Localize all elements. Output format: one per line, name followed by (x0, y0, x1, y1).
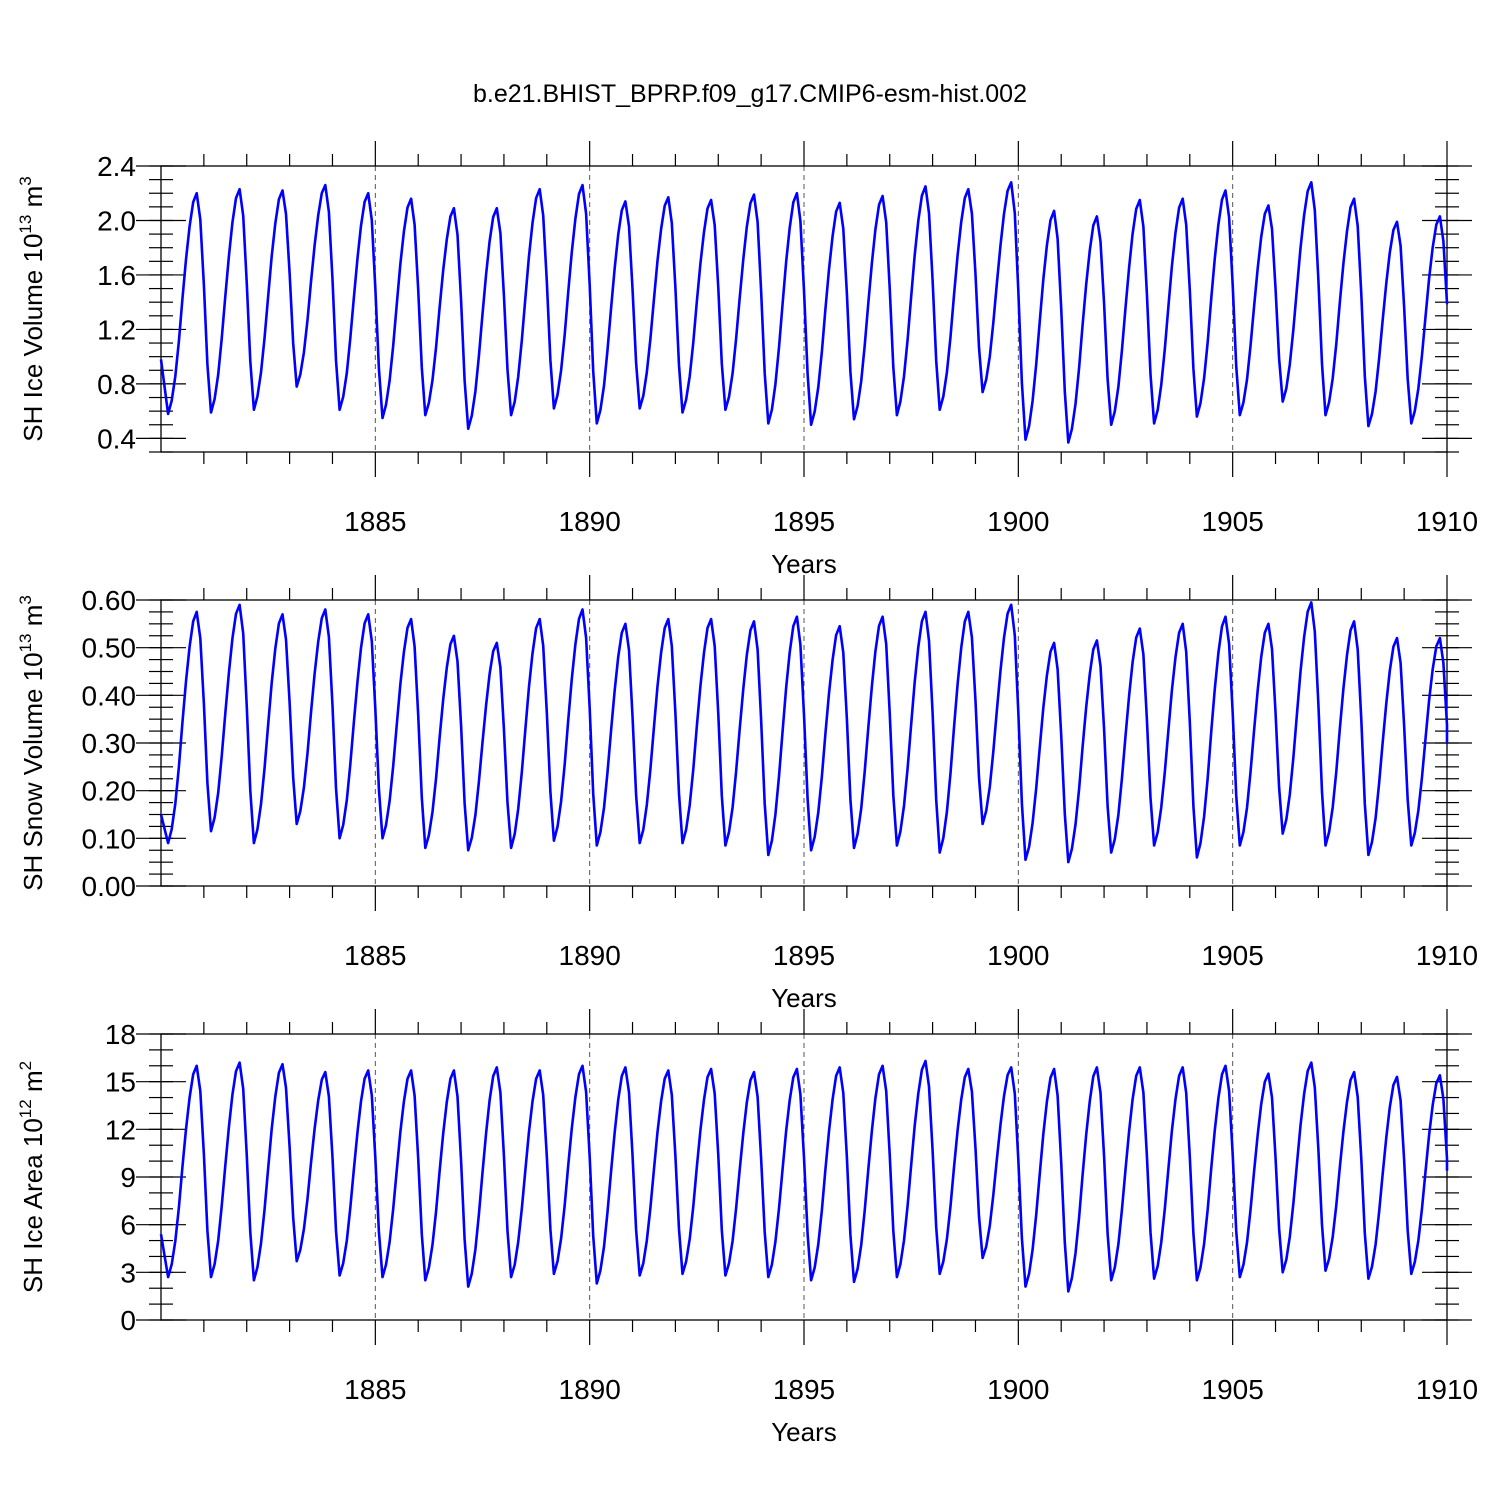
y-tick-label: 15 (105, 1067, 136, 1098)
series-line-sh-ice-volume (159, 181, 1449, 444)
x-tick-label: 1895 (773, 506, 835, 537)
panel-sh-ice-area: 0 3 6 9 12 15 18 1885 1890 1895 1900 1905 1910 Years S… (16, 1009, 1478, 1447)
series-line-sh-snow-volume (159, 601, 1449, 864)
y-tick-label: 0.50 (82, 633, 137, 664)
panel-sh-snow-volume: 0.00 0.10 0.20 0.30 0.40 0.50 0.60 1885 1890 1895… (16, 575, 1478, 1013)
y-tick-label: 0.60 (82, 585, 137, 616)
x-tick-label: 1900 (987, 506, 1049, 537)
y-tick-label: 18 (105, 1019, 136, 1050)
x-tick-label: 1890 (559, 506, 621, 537)
y-tick-label: 2.0 (97, 205, 136, 236)
x-tick-label: 1910 (1416, 506, 1478, 537)
y-axis-label: SH Ice Area 1012 m2 (16, 1061, 48, 1293)
x-tick-label: 1890 (559, 1374, 621, 1405)
y-tick-label: 1.2 (97, 314, 136, 345)
x-tick-label: 1910 (1416, 1374, 1478, 1405)
x-axis-label: Years (771, 1417, 837, 1447)
y-tick-label: 0.8 (97, 369, 136, 400)
y-tick-label: 9 (120, 1162, 136, 1193)
x-tick-label: 1900 (987, 940, 1049, 971)
y-tick-label: 0.00 (82, 871, 137, 902)
x-tick-label: 1895 (773, 940, 835, 971)
x-tick-label: 1905 (1202, 940, 1264, 971)
y-axis-label: SH Snow Volume 1013 m3 (16, 595, 48, 891)
y-tick-label: 0.40 (82, 680, 137, 711)
x-tick-label: 1905 (1202, 1374, 1264, 1405)
x-tick-label: 1885 (344, 506, 406, 537)
series-line-sh-ice-area (159, 1059, 1449, 1293)
x-tick-label: 1905 (1202, 506, 1264, 537)
y-axis-label: SH Ice Volume 1013 m3 (16, 176, 48, 441)
y-tick-label: 6 (120, 1210, 136, 1241)
x-axis-label: Years (771, 549, 837, 579)
y-tick-label: 3 (120, 1257, 136, 1288)
y-tick-label: 0.4 (97, 423, 136, 454)
figure-title: b.e21.BHIST_BPRP.f09_g17.CMIP6-esm-hist.… (473, 80, 1027, 108)
x-tick-label: 1900 (987, 1374, 1049, 1405)
y-tick-label: 0.30 (82, 728, 137, 759)
y-tick-label: 1.6 (97, 260, 136, 291)
y-tick-label: 2.4 (97, 151, 136, 182)
x-tick-label: 1895 (773, 1374, 835, 1405)
x-tick-label: 1910 (1416, 940, 1478, 971)
x-tick-label: 1885 (344, 940, 406, 971)
x-tick-label: 1890 (559, 940, 621, 971)
y-tick-label: 0.20 (82, 776, 137, 807)
y-tick-label: 0.10 (82, 823, 137, 854)
x-axis-label: Years (771, 983, 837, 1013)
panel-sh-ice-volume: 0.4 0.8 1.2 1.6 2.0 2.4 1885 1890 1895 1900 1905 19… (16, 141, 1478, 579)
x-tick-label: 1885 (344, 1374, 406, 1405)
y-tick-label: 12 (105, 1114, 136, 1145)
y-tick-label: 0 (120, 1305, 136, 1336)
